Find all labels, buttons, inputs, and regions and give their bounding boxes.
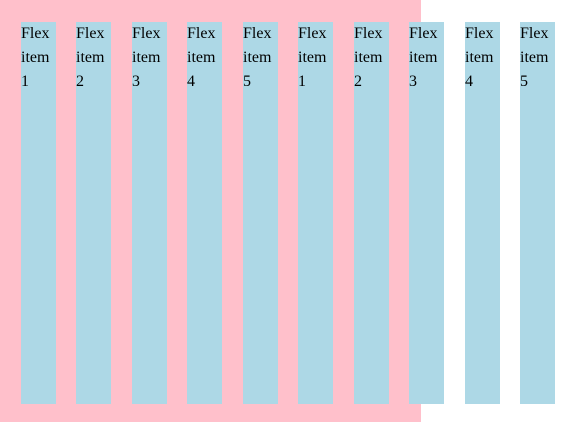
flex-item-number: 4 <box>465 73 473 90</box>
flex-item-10: Flex item 5 <box>520 22 555 404</box>
flex-container: Flex item 1 Flex item 2 Flex item 3 Flex… <box>0 0 421 422</box>
flex-item-word-item: item <box>409 49 438 66</box>
flex-item-3: Flex item 3 <box>132 22 167 404</box>
flex-item-number: 1 <box>298 73 306 90</box>
flex-item-4: Flex item 4 <box>187 22 222 404</box>
flex-item-number: 4 <box>187 73 195 90</box>
flex-item-word-flex: Flex <box>520 25 549 42</box>
flex-item-word-item: item <box>243 49 272 66</box>
flex-item-8: Flex item 3 <box>409 22 444 404</box>
flex-item-1: Flex item 1 <box>21 22 56 404</box>
flex-item-word-item: item <box>354 49 383 66</box>
flex-item-word-item: item <box>132 49 161 66</box>
flex-item-word-flex: Flex <box>76 25 105 42</box>
flex-item-number: 3 <box>132 73 140 90</box>
flex-item-word-flex: Flex <box>354 25 383 42</box>
flex-item-6: Flex item 1 <box>298 22 333 404</box>
flex-item-number: 1 <box>21 73 29 90</box>
flex-item-2: Flex item 2 <box>76 22 111 404</box>
flex-item-word-flex: Flex <box>298 25 327 42</box>
flex-item-word-item: item <box>187 49 216 66</box>
flex-item-word-flex: Flex <box>132 25 161 42</box>
flex-item-word-flex: Flex <box>465 25 494 42</box>
flex-item-number: 5 <box>243 73 251 90</box>
flex-item-number: 2 <box>76 73 84 90</box>
flex-item-word-item: item <box>76 49 105 66</box>
flex-item-number: 3 <box>409 73 417 90</box>
flex-item-word-flex: Flex <box>243 25 272 42</box>
flex-item-word-item: item <box>21 49 50 66</box>
flex-item-word-item: item <box>465 49 494 66</box>
flex-item-7: Flex item 2 <box>354 22 389 404</box>
flex-item-number: 5 <box>520 73 528 90</box>
flex-item-5: Flex item 5 <box>243 22 278 404</box>
flex-item-word-flex: Flex <box>187 25 216 42</box>
flex-item-number: 2 <box>354 73 362 90</box>
flex-item-9: Flex item 4 <box>465 22 500 404</box>
flex-item-word-flex: Flex <box>409 25 438 42</box>
flex-item-word-item: item <box>298 49 327 66</box>
flex-item-word-flex: Flex <box>21 25 50 42</box>
flex-item-word-item: item <box>520 49 549 66</box>
